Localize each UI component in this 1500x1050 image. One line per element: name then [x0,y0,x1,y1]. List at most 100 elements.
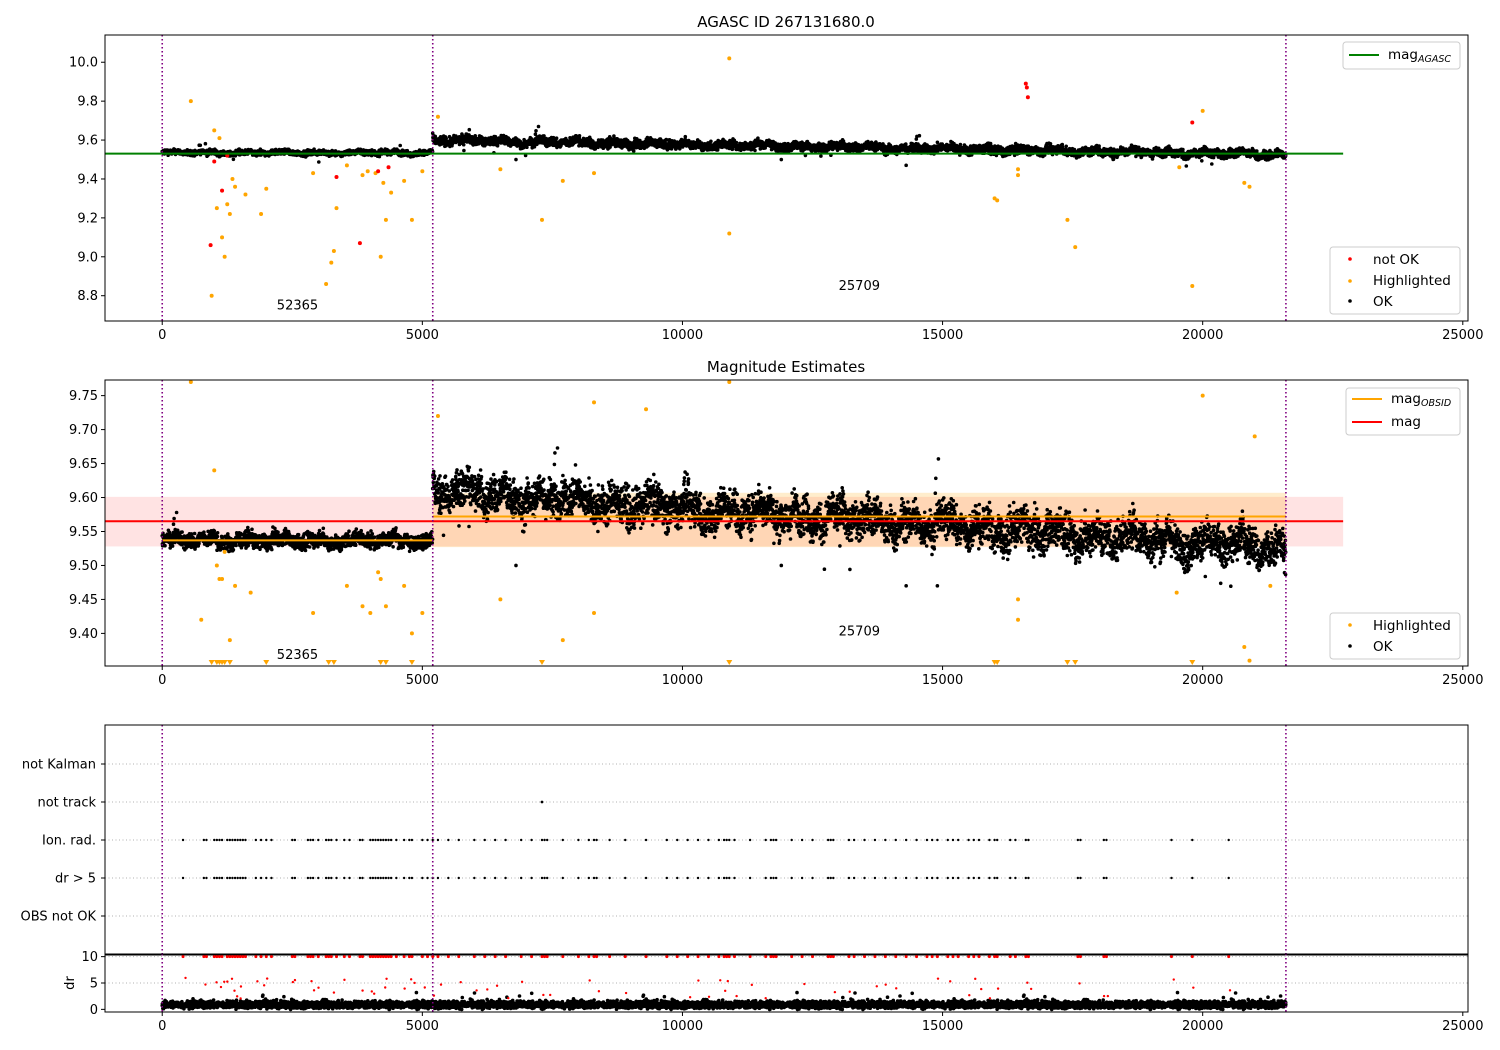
flag-point [852,838,856,842]
flag-point [995,838,999,842]
axes-agasc: 0 5000 10000 15000 20000 25000 8.8 9.0 9.2 9.4 9.6… [69,56,1483,343]
flag-point [1014,838,1017,842]
flag-point [988,838,991,842]
plot-area-dr [105,954,1468,1012]
dr-outlier-point [446,955,450,959]
flag-point [493,838,497,842]
dr-outlier-point [974,977,977,981]
dr-outlier-point [549,993,552,997]
highlighted-point [1242,180,1247,185]
flag-point [993,838,996,842]
flag-point [988,876,991,880]
highlighted-point [188,99,193,104]
flag-point [389,838,393,842]
dr-outlier-point [1013,955,1017,959]
flag-point [1170,838,1173,842]
highlighted-below-axis-marker [1189,660,1196,665]
y-tick-label: 9.6 [77,134,98,149]
dr-outlier-point [371,955,375,959]
flag-point [371,838,375,842]
flag-point [540,838,544,842]
flag-point [1024,876,1028,880]
highlighted-point [1247,658,1252,663]
flag-point [733,838,736,842]
highlighted-point [402,583,407,588]
highlighted-point [727,231,732,236]
flag-point [665,876,669,880]
flag-point [226,838,229,842]
highlighted-point [727,56,732,61]
highlighted-point [1174,590,1179,595]
dr-outlier-point [587,955,591,959]
y-tick-label: 0 [90,1003,98,1018]
flag-point [769,876,773,880]
dr-outlier-point [254,955,258,959]
flag-point [231,838,234,842]
flag-point [254,876,258,880]
flag-point [873,876,877,880]
dr-outlier-point [811,955,815,959]
flag-point [725,838,728,842]
legend-status-agasc: not OK Highlighted OK [1329,246,1461,315]
x-tick-label: 25000 [1442,1019,1483,1034]
highlighted-point [360,173,365,178]
dr-outlier-point [507,996,510,1000]
highlighted-point [227,211,232,216]
flag-point [676,838,679,842]
dr-outlier-point [686,955,690,959]
x-tick-label: 10000 [662,673,703,688]
dr-outlier-point [306,955,310,959]
dr-outlier-point [735,994,738,998]
dr-outlier-point [1227,955,1231,959]
flag-point [228,838,232,842]
flag-point [561,876,565,880]
flag-point [595,838,598,842]
flag-point [894,876,897,880]
dr-outlier-point [750,983,754,987]
not-ok-point [334,175,339,180]
svg-text:mag: mag [1388,47,1418,63]
flag-point [265,876,268,880]
flag-point [725,876,728,880]
dr-outlier-point [993,955,997,959]
y-tick-label: 9.65 [69,457,98,472]
flag-point [686,838,689,842]
dr-outlier-point [935,955,939,959]
flag-point [421,838,424,842]
obsid-label: 52365 [277,648,318,663]
flag-point [358,838,362,842]
highlighted-point [435,114,440,119]
dr-outlier-point [623,955,627,959]
dr-outlier-point [829,955,833,959]
dr-outlier-point [987,955,991,959]
flag-point [995,876,999,880]
highlighted-point [644,407,649,412]
highlighted-point [1252,434,1257,439]
highlighted-point [233,184,238,189]
flag-point [317,838,320,842]
flag-point [395,876,398,880]
flag-point [1014,876,1017,880]
flag-point [748,876,752,880]
flag-point [748,838,752,842]
flag-point [956,838,960,842]
dr-outlier-point [217,955,221,959]
highlighted-point [727,380,732,385]
flag-point [291,876,294,880]
flag-point [592,838,596,842]
plot-area-flags [105,725,1468,955]
dr-outlier-point [202,955,206,959]
highlighted-point [360,604,365,609]
dr-outlier-point [329,955,333,959]
legend-status-magnitude: Highlighted OK [1329,612,1461,660]
flag-point [239,876,242,880]
flag-point [426,838,429,842]
highlighted-point [1190,283,1195,288]
flag-point [847,876,851,880]
dr-outlier-point [732,955,736,959]
flag-point [587,876,591,880]
dr-outlier-point [847,955,851,959]
flag-point [956,876,960,880]
flag-point [348,838,351,842]
dr-outlier-point [852,955,856,959]
